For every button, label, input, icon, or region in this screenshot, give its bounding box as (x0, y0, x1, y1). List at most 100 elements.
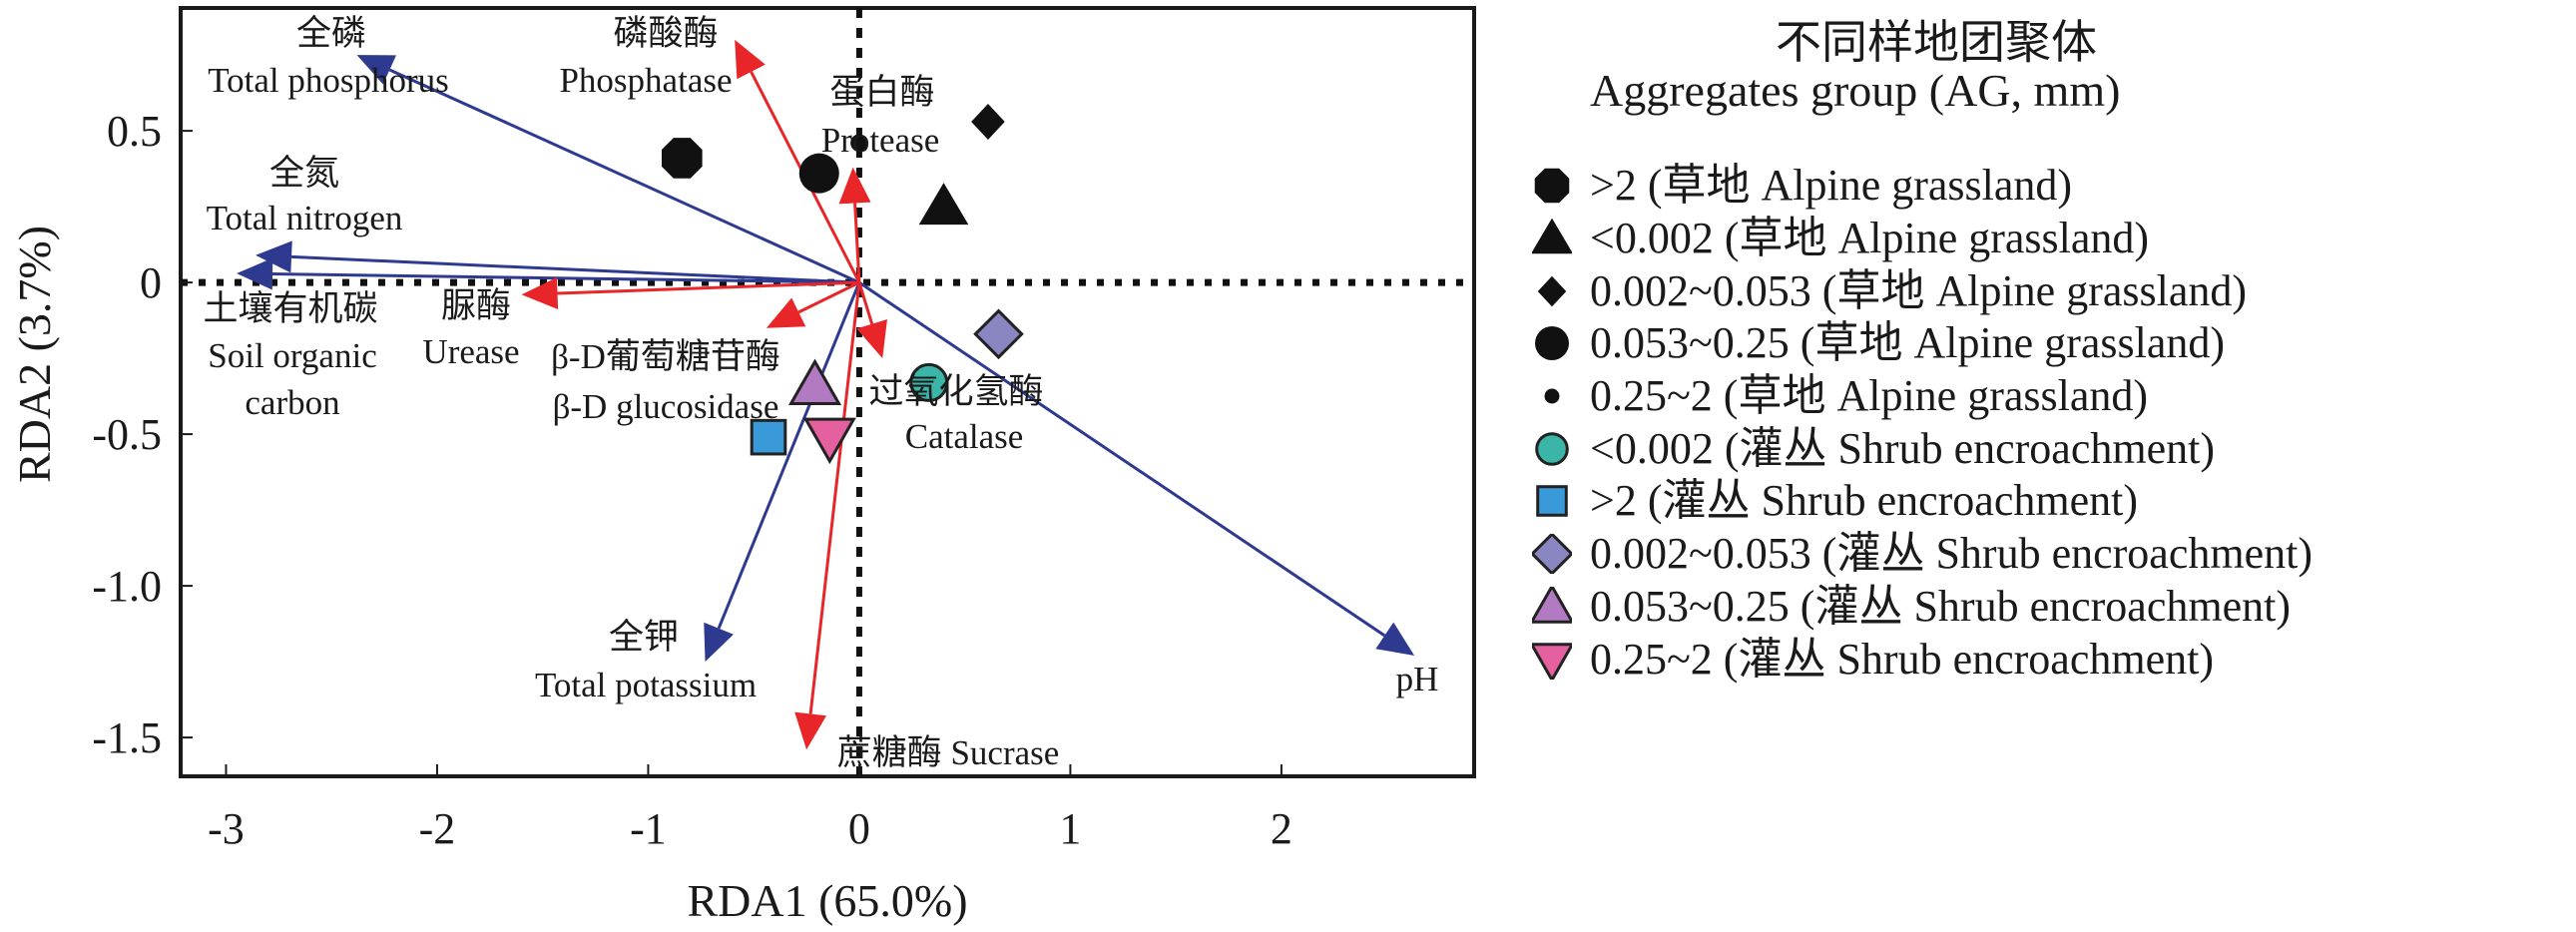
x-tick-label: -1 (630, 804, 667, 853)
legend: >2 (草地 Alpine grassland) <0.002 (草地 Alpin… (1532, 160, 2313, 686)
data-point-6 (909, 362, 949, 402)
legend-marker-shape (1544, 388, 1560, 404)
arrow-total-phosphorus (356, 55, 860, 284)
arrow-head (237, 257, 273, 290)
data-point-4 (798, 153, 839, 194)
y-tick-label: -1.5 (92, 713, 162, 762)
label-total-phosphorus-en: Total phosphorus (208, 61, 449, 100)
legend-label: 0.002~0.053 (灌丛 Shrub encroachment) (1590, 529, 2313, 579)
data-point-7 (750, 418, 787, 456)
annotations: 全磷 Total phosphorus 磷酸酶 Phosphatase 蛋白酶 … (203, 14, 1438, 772)
arrow-head (838, 167, 871, 205)
legend-label: 0.25~2 (灌丛 Shrub encroachment) (1590, 634, 2214, 684)
legend-marker-shape (1532, 586, 1572, 624)
x-axis-title: RDA1 (65.0%) (687, 875, 967, 926)
label-glucosidase-en: β-D glucosidase (553, 387, 779, 426)
legend-label: >2 (草地 Alpine grassland) (1590, 161, 2073, 211)
legend-label: 0.002~0.053 (草地 Alpine grassland) (1590, 265, 2248, 315)
arrow-head (766, 297, 806, 328)
data-point-5 (850, 134, 868, 153)
label-soc-en-line1: Soil organic (208, 336, 376, 375)
arrow-shaft (388, 68, 860, 284)
label-urease-zh: 脲酶 (441, 286, 511, 325)
label-protease-en: Protease (821, 121, 940, 160)
legend-marker-shape (1534, 169, 1570, 204)
legend-marker-icon (1537, 275, 1567, 307)
legend-marker-icon (1532, 642, 1572, 680)
arrow-soil-organic-carbon (237, 257, 859, 290)
y-tick-label: 0 (140, 258, 162, 307)
x-tick-label: -2 (419, 804, 456, 853)
arrow-head (735, 39, 766, 80)
arrow-shaft (857, 281, 874, 325)
arrow-shaft (853, 203, 861, 283)
arrow-urease (521, 276, 859, 309)
plot-frame (179, 6, 1476, 778)
arrow-d-glucosidase (766, 280, 860, 328)
label-total-nitrogen-en: Total nitrogen (207, 199, 403, 237)
legend-marker-shape (1537, 275, 1567, 307)
arrow-shaft (808, 281, 861, 714)
data-point-2 (918, 183, 969, 226)
legend-marker-icon (1536, 485, 1568, 518)
label-phosphatase-en: Phosphatase (559, 61, 732, 100)
arrow-head (521, 276, 559, 309)
label-glucosidase-zh: β-D葡萄糖苷酶 (551, 337, 780, 376)
label-phosphatase-zh: 磷酸酶 (613, 14, 718, 53)
legend-label: >2 (灌丛 Shrub encroachment) (1590, 476, 2138, 526)
legend-label: 0.25~2 (草地 Alpine grassland) (1590, 371, 2149, 421)
legend-item: 0.002~0.053 (草地 Alpine grassland) (1532, 264, 2313, 317)
data-point-10 (802, 417, 856, 465)
label-total-phosphorus-zh: 全磷 (296, 14, 366, 53)
x-tick-label: 0 (848, 804, 870, 853)
label-soc-zh: 土壤有机碳 (203, 289, 377, 328)
legend-item: <0.002 (灌丛 Shrub encroachment) (1532, 422, 2313, 475)
legend-title-zh: 不同样地团聚体 (1776, 17, 2097, 68)
label-total-potassium-en: Total potassium (535, 666, 757, 704)
arrow-total-nitrogen (256, 240, 860, 284)
arrow-protease (838, 167, 871, 283)
legend-marker-icon (1532, 534, 1572, 575)
arrow-head (794, 711, 827, 750)
label-sucrase: 蔗糖酶 Sucrase (837, 733, 1060, 772)
y-tick-label: -0.5 (92, 410, 162, 459)
legend-item: <0.002 (草地 Alpine grassland) (1532, 213, 2313, 265)
legend-marker-icon (1544, 388, 1560, 404)
data-point-8 (973, 308, 1024, 360)
legend-marker-shape (1532, 642, 1572, 680)
legend-title-en: Aggregates group (AG, mm) (1590, 65, 2121, 116)
legend-marker-shape (1535, 431, 1569, 466)
arrow-shaft (858, 280, 1386, 638)
legend-label: <0.002 (草地 Alpine grassland) (1590, 214, 2150, 263)
arrow-catalase (856, 281, 887, 359)
arrow-head (704, 622, 734, 663)
legend-item: 0.053~0.25 (灌丛 Shrub encroachment) (1532, 581, 2313, 634)
legend-marker-icon (1535, 326, 1569, 361)
x-tick-label: 1 (1059, 804, 1081, 853)
x-axis-ticks: -3 -2 -1 0 1 2 (208, 764, 1292, 853)
label-total-nitrogen-zh: 全氮 (269, 154, 339, 193)
arrow-shaft (717, 281, 861, 630)
label-protease-zh: 蛋白酶 (829, 73, 934, 112)
arrow-shaft (797, 280, 860, 314)
y-tick-label: -1.0 (92, 562, 162, 611)
legend-marker-icon (1532, 219, 1572, 254)
label-ph: pH (1396, 660, 1439, 699)
arrow-ph (858, 280, 1415, 657)
points (661, 103, 1024, 465)
legend-marker-icon (1534, 169, 1570, 204)
legend-item: >2 (灌丛 Shrub encroachment) (1532, 475, 2313, 528)
legend-item: 0.25~2 (草地 Alpine grassland) (1532, 370, 2313, 423)
arrow-head (856, 318, 887, 359)
legend-marker-icon (1535, 431, 1569, 466)
legend-item: 0.002~0.053 (灌丛 Shrub encroachment) (1532, 528, 2313, 581)
data-point-1 (661, 138, 703, 179)
legend-label: 0.053~0.25 (灌丛 Shrub encroachment) (1590, 581, 2291, 631)
arrow-shaft (272, 272, 859, 284)
x-tick-label: 2 (1271, 804, 1292, 853)
legend-marker-shape (1532, 534, 1572, 575)
arrow-sucrase (794, 281, 861, 750)
legend-item: >2 (草地 Alpine grassland) (1532, 160, 2313, 213)
y-axis-ticks: 0.5 0 -0.5 -1.0 -1.5 (92, 107, 193, 762)
